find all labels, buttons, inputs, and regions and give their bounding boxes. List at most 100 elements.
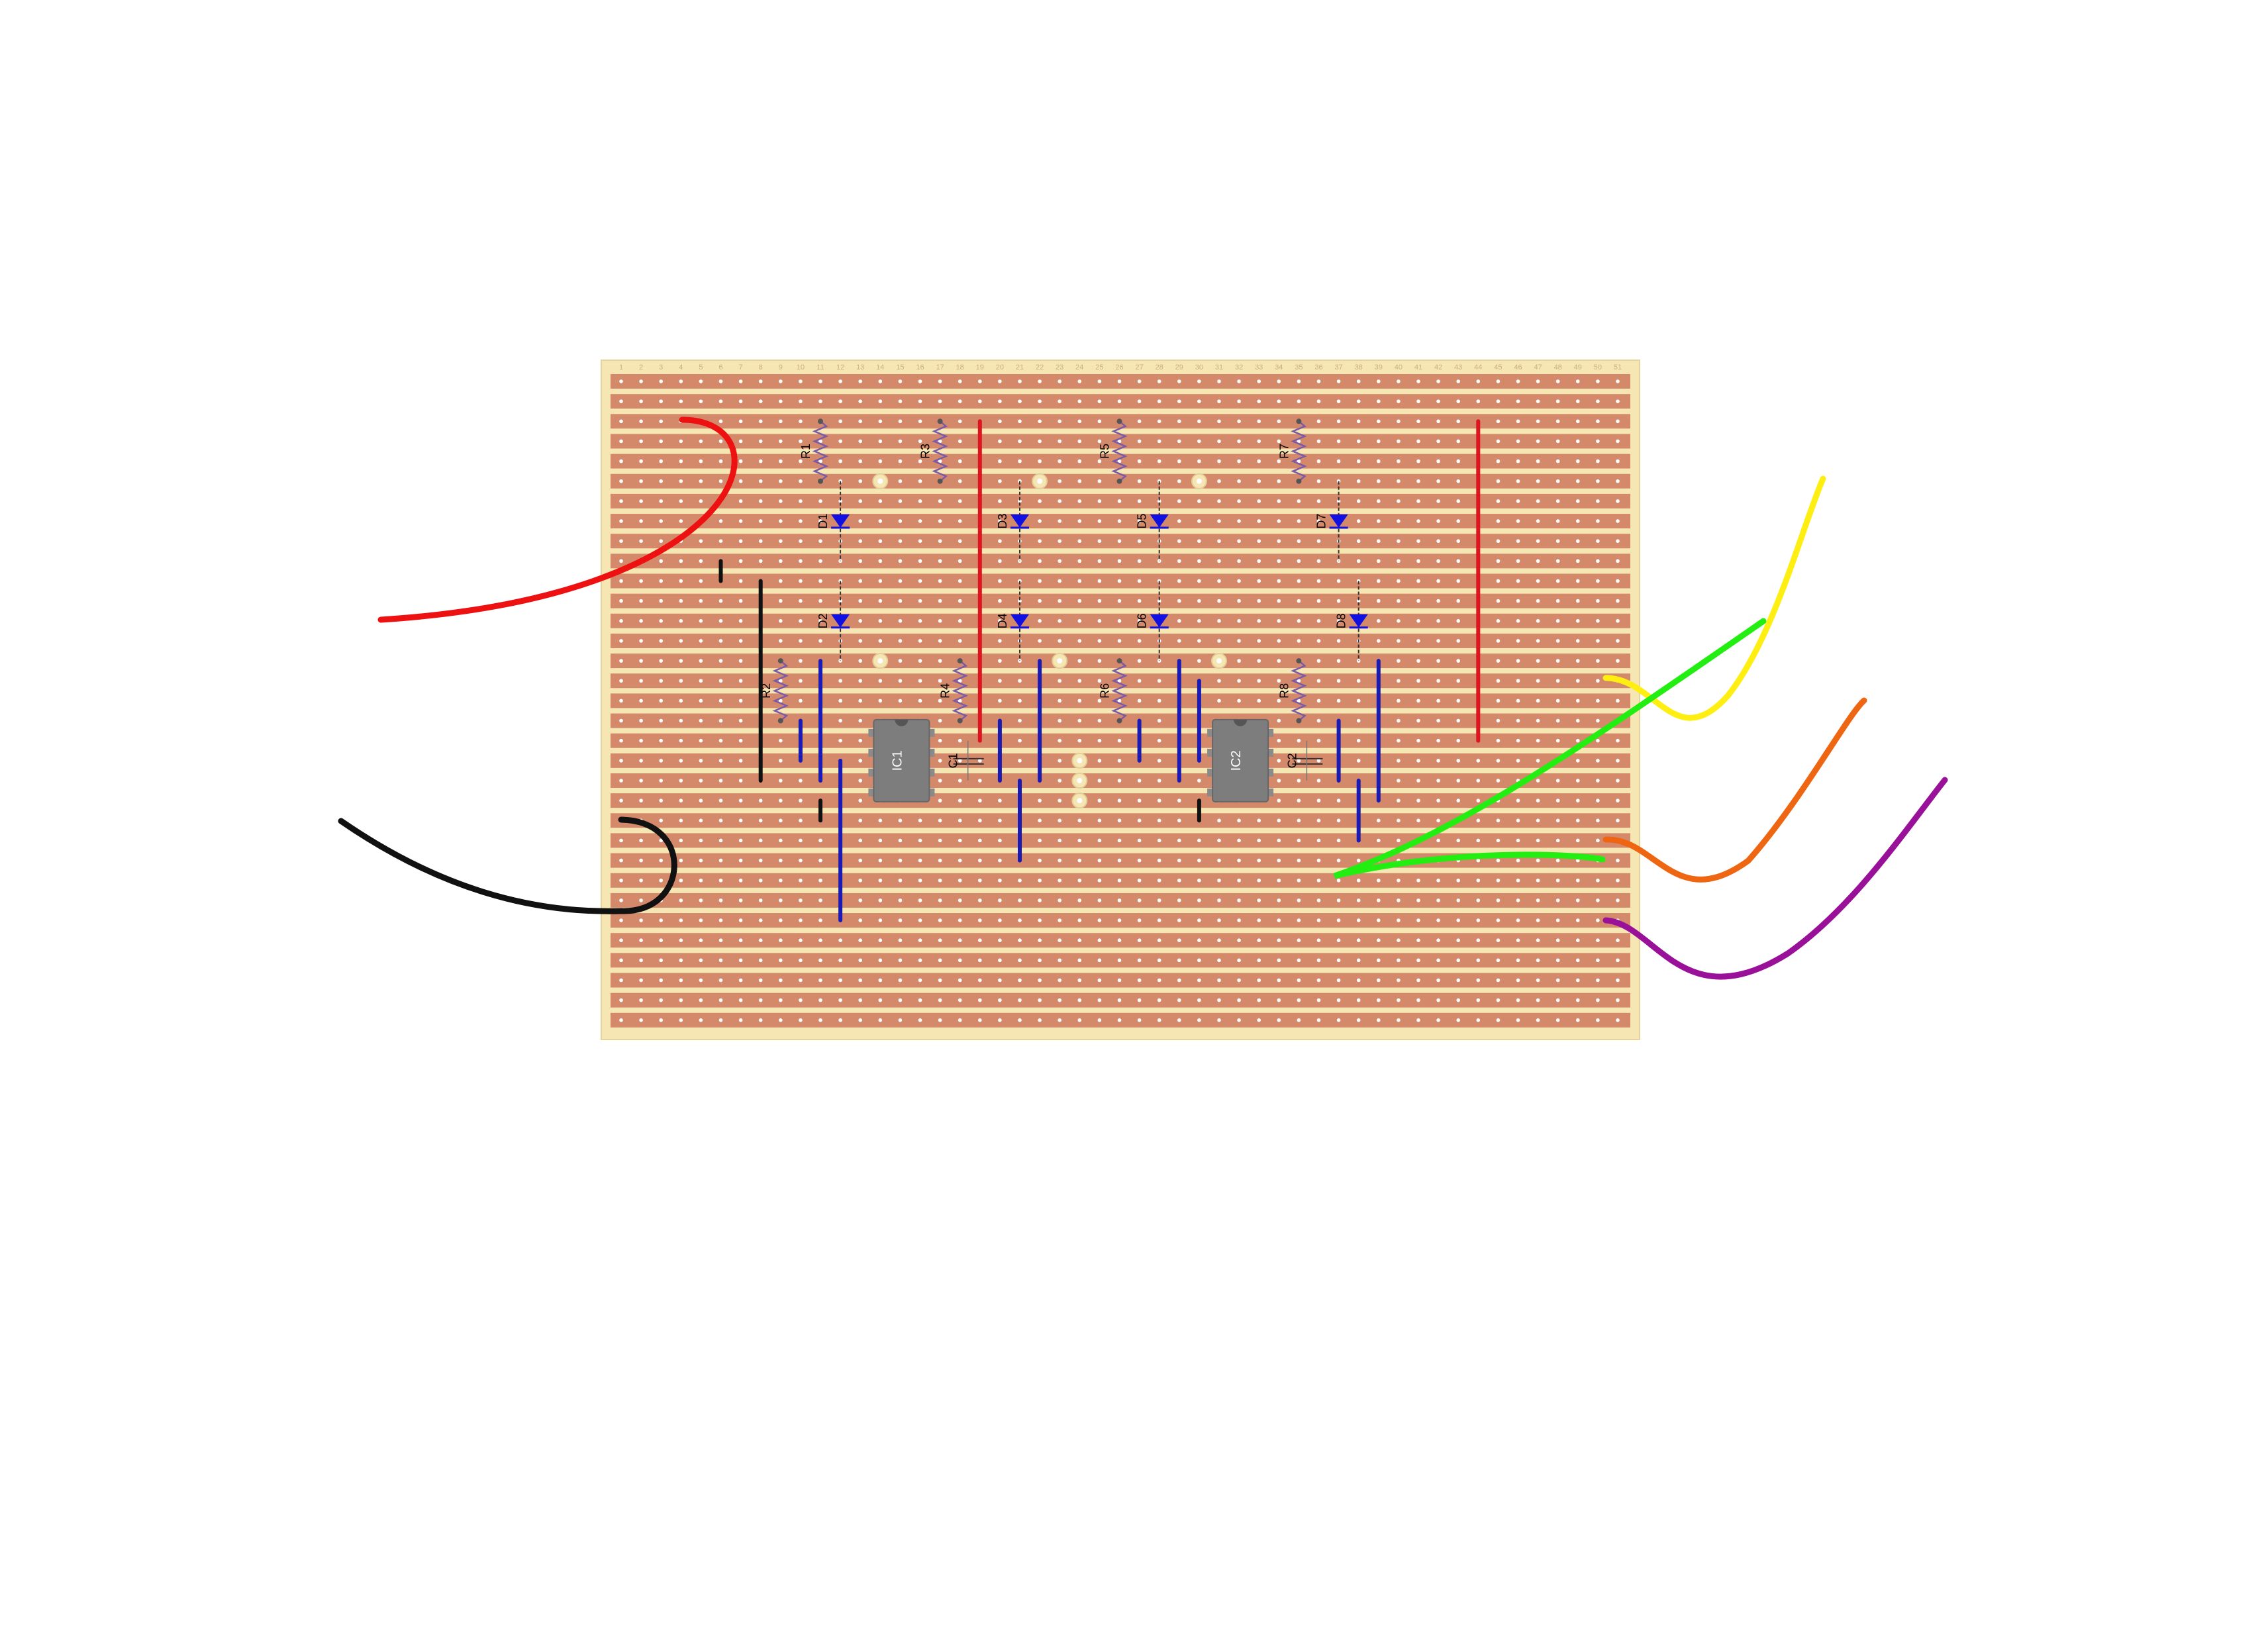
- strip-hole: [1177, 559, 1181, 563]
- strip-hole: [1237, 878, 1241, 883]
- column-number-47: 47: [1534, 363, 1542, 371]
- strip-hole: [1516, 1018, 1520, 1022]
- strip-hole: [639, 699, 643, 703]
- strip-hole: [1456, 639, 1460, 643]
- strip-hole: [1277, 738, 1281, 743]
- strip-hole: [799, 699, 803, 703]
- strip-hole: [1038, 499, 1042, 503]
- resistor-r6[interactable]: [1111, 658, 1128, 724]
- strip-hole: [1496, 918, 1501, 922]
- strip-hole: [1197, 779, 1201, 783]
- strip-hole: [659, 659, 663, 663]
- strip-hole: [1077, 559, 1082, 563]
- resistor-r4[interactable]: [952, 658, 968, 724]
- strip-hole: [758, 918, 763, 922]
- strip-hole: [1416, 898, 1420, 902]
- strip-hole: [1536, 938, 1540, 942]
- black-ground-wire[interactable]: [338, 816, 677, 914]
- diode-d7[interactable]: [1329, 481, 1348, 561]
- capacitor-c1[interactable]: [953, 740, 984, 781]
- purple-wire[interactable]: [1602, 777, 1948, 980]
- strip-hole: [1157, 759, 1161, 763]
- strip-hole: [1137, 858, 1142, 863]
- ic-ic2[interactable]: IC2: [1207, 718, 1274, 802]
- flying-wires[interactable]: [338, 416, 1948, 980]
- strip-hole: [718, 898, 723, 902]
- strip-hole: [958, 1018, 962, 1022]
- strip-hole: [679, 699, 683, 703]
- diode-d6[interactable]: [1150, 581, 1169, 661]
- strip-hole: [799, 858, 803, 863]
- strip-hole: [1377, 419, 1381, 424]
- orange-wire[interactable]: [1602, 697, 1867, 883]
- strip-hole: [1576, 779, 1580, 783]
- strip-hole: [1277, 759, 1281, 763]
- strip-hole: [1117, 439, 1122, 444]
- red-power-wire[interactable]: [377, 416, 738, 623]
- strip-hole: [858, 379, 862, 383]
- diode-d5[interactable]: [1150, 481, 1169, 561]
- strip-hole: [1137, 918, 1142, 922]
- strip-hole: [1596, 459, 1600, 463]
- strip-hole: [1316, 918, 1321, 922]
- strip-hole: [1456, 738, 1460, 743]
- strip-hole: [779, 619, 783, 623]
- strip-hole: [958, 818, 962, 823]
- strip-hole: [1456, 958, 1460, 963]
- green-wire[interactable]: [1333, 618, 1767, 879]
- strip-hole: [659, 699, 663, 703]
- strip-hole: [639, 639, 643, 643]
- column-number-18: 18: [956, 363, 964, 371]
- diode-d8[interactable]: [1349, 581, 1368, 661]
- strip-hole: [858, 679, 862, 683]
- strip-hole: [858, 499, 862, 503]
- strip-hole: [799, 519, 803, 523]
- strip-hole: [1476, 818, 1481, 823]
- strip-hole: [958, 779, 962, 783]
- strip-hole: [1316, 818, 1321, 823]
- strip-hole: [858, 699, 862, 703]
- resistor-r2[interactable]: [772, 658, 789, 724]
- resistor-r3[interactable]: [932, 418, 948, 484]
- strip-hole: [1197, 838, 1201, 843]
- strip-hole: [1257, 499, 1261, 503]
- strip-hole: [1257, 459, 1261, 463]
- capacitor-c2[interactable]: [1292, 740, 1323, 781]
- resistor-r1[interactable]: [812, 418, 829, 484]
- strip-hole: [1616, 858, 1620, 863]
- strip-hole: [1476, 958, 1481, 963]
- diode-d1[interactable]: [831, 481, 850, 561]
- resistor-lead: [1116, 478, 1122, 484]
- strip-hole: [1217, 599, 1221, 603]
- strip-hole: [998, 639, 1002, 643]
- strip-hole: [1555, 639, 1560, 643]
- resistor-r8[interactable]: [1291, 658, 1307, 724]
- strip-hole: [1496, 718, 1501, 723]
- strip-hole: [1416, 938, 1420, 942]
- ic-ic1[interactable]: IC1: [868, 718, 935, 802]
- strip-hole: [1616, 439, 1620, 444]
- strip-hole: [1596, 898, 1600, 902]
- diode-d3[interactable]: [1011, 481, 1029, 561]
- strip-hole: [1117, 759, 1122, 763]
- strip-hole: [1157, 499, 1161, 503]
- strip-hole: [1177, 838, 1181, 843]
- diode-d4[interactable]: [1011, 581, 1029, 661]
- strip-hole: [1397, 779, 1401, 783]
- diode-triangle: [1011, 614, 1029, 628]
- strip-hole: [1197, 659, 1201, 663]
- strip-hole: [738, 679, 743, 683]
- strip-hole: [718, 639, 723, 643]
- resistor-r5[interactable]: [1111, 418, 1128, 484]
- strip-hole: [1397, 499, 1401, 503]
- diode-d2[interactable]: [831, 581, 850, 661]
- strip-hole: [1336, 699, 1341, 703]
- strip-hole: [779, 639, 783, 643]
- resistor-r7[interactable]: [1291, 418, 1307, 484]
- strip-hole: [1018, 878, 1022, 883]
- strip-hole: [1316, 539, 1321, 543]
- strip-hole: [818, 898, 822, 902]
- strip-hole: [1456, 699, 1460, 703]
- yellow-wire[interactable]: [1602, 475, 1826, 721]
- strip-hole: [699, 938, 703, 942]
